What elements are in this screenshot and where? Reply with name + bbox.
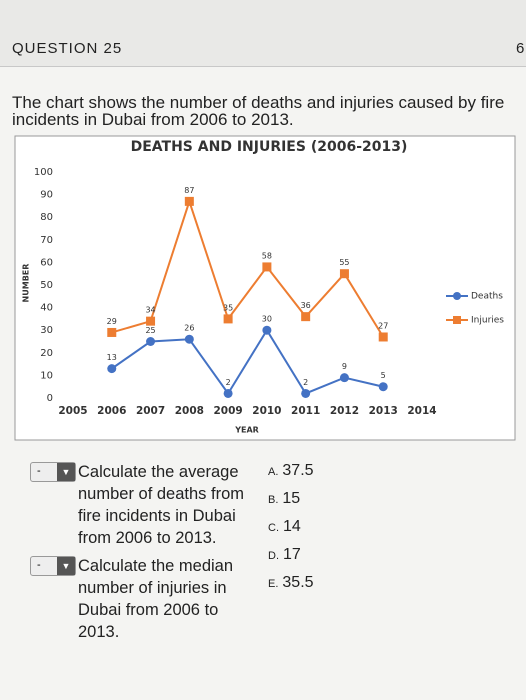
x-tick-label: 2007	[136, 405, 165, 417]
marker	[146, 337, 156, 346]
x-tick-label: 2009	[213, 405, 242, 417]
y-tick-label: 50	[40, 280, 53, 291]
x-tick-label: 2010	[252, 405, 281, 417]
option-text: 14	[283, 518, 301, 535]
x-tick-label: 2013	[369, 405, 398, 417]
legend-marker	[453, 316, 461, 324]
chart-frame	[14, 135, 516, 441]
data-label: 13	[107, 353, 117, 362]
y-tick-label: 30	[40, 325, 53, 336]
x-axis-label: YEAR	[234, 426, 259, 435]
option-letter: C.	[268, 522, 279, 534]
marker	[107, 364, 117, 374]
answer-option[interactable]: C. 14	[268, 518, 301, 536]
x-tick-label: 2005	[58, 405, 87, 417]
series-line	[111, 198, 385, 338]
chart-title: DEATHS AND INJURIES (2006-2013)	[131, 139, 408, 155]
option-letter: D.	[268, 550, 279, 562]
chart: DEATHS AND INJURIES (2006-2013) NUMBER Y…	[14, 135, 516, 441]
dropdown-arrow: ▼	[57, 557, 75, 575]
dropdown-value: -	[37, 465, 41, 477]
option-letter: E.	[268, 578, 279, 590]
marker	[301, 388, 311, 398]
x-tick-label: 2006	[97, 405, 126, 417]
option-text: 15	[282, 490, 301, 507]
x-tick-label: 2012	[330, 405, 359, 417]
y-tick-label: 90	[40, 190, 53, 201]
dropdown-arrow: ▼	[57, 463, 75, 481]
x-tick-label: 2014	[407, 405, 436, 417]
legend-marker	[453, 292, 461, 300]
marker	[378, 382, 388, 392]
marker	[223, 388, 233, 398]
data-label: 9	[342, 362, 347, 371]
data-label: 5	[381, 371, 386, 380]
data-label: 55	[339, 258, 349, 267]
question-text: Calculate the average number of deaths f…	[78, 463, 244, 547]
question-text: Calculate the median number of injuries …	[78, 557, 234, 641]
dropdown[interactable]: - ▼	[30, 556, 76, 576]
data-label: 87	[184, 186, 194, 195]
data-label: 35	[223, 303, 233, 312]
marker	[378, 332, 388, 342]
y-tick-label: 70	[40, 235, 53, 246]
answer-option[interactable]: A. 37.5	[268, 462, 314, 480]
data-label: 25	[145, 326, 155, 335]
marker	[301, 312, 311, 322]
marker	[339, 373, 349, 383]
data-label: 2	[303, 378, 308, 387]
marker	[184, 334, 194, 344]
legend-label: Deaths	[471, 292, 503, 302]
prompt: The chart shows the number of deaths and…	[12, 93, 505, 129]
marker	[262, 262, 272, 272]
option-text: 37.5	[282, 462, 314, 479]
data-label: 2	[226, 378, 231, 387]
series-line	[111, 328, 384, 396]
data-label: 29	[107, 317, 117, 326]
option-letter: A.	[268, 466, 279, 478]
data-label: 26	[184, 324, 194, 333]
marker	[184, 196, 194, 206]
marker	[339, 269, 349, 279]
x-tick-label: 2011	[291, 405, 320, 417]
y-tick-label: 20	[40, 348, 53, 359]
answer-option[interactable]: E. 35.5	[268, 574, 314, 592]
y-tick-label: 10	[40, 370, 53, 381]
option-text: 17	[283, 546, 301, 563]
y-tick-label: 40	[40, 303, 53, 314]
y-axis-label: NUMBER	[22, 264, 31, 303]
dropdown[interactable]: - ▼	[30, 462, 76, 482]
option-letter: B.	[268, 494, 279, 506]
data-label: 58	[262, 251, 272, 260]
data-label: 36	[301, 301, 311, 310]
marker	[223, 314, 233, 324]
y-tick-label: 0	[47, 393, 53, 404]
option-text: 35.5	[282, 574, 314, 591]
question-number: QUESTION 25	[12, 40, 123, 57]
dropdown-value: -	[37, 559, 41, 571]
data-label: 30	[262, 315, 272, 324]
marker	[146, 316, 156, 326]
data-label: 34	[145, 306, 155, 315]
y-tick-label: 100	[34, 167, 53, 178]
marker	[107, 327, 117, 337]
data-label: 27	[378, 321, 388, 330]
answer-option[interactable]: D. 17	[268, 546, 301, 564]
page-number: 6	[516, 40, 525, 57]
answer-option[interactable]: B. 15	[268, 490, 300, 508]
y-tick-label: 80	[40, 212, 53, 223]
marker	[262, 325, 272, 335]
legend-label: Injuries	[471, 316, 504, 326]
x-tick-label: 2008	[175, 405, 204, 417]
header-bar: QUESTION 25 6	[0, 0, 526, 67]
y-tick-label: 60	[40, 257, 53, 268]
